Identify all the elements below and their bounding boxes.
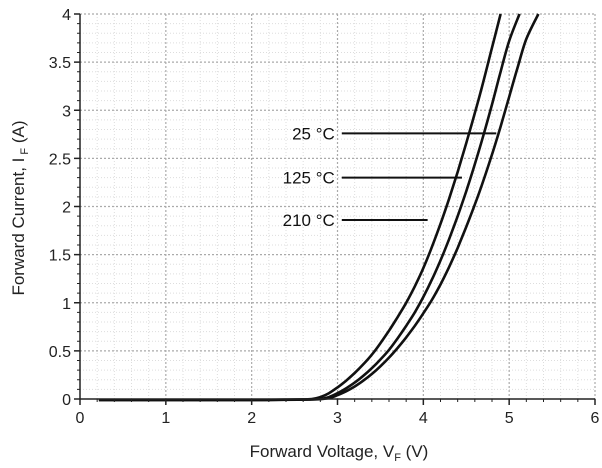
y-tick-label: 4: [62, 7, 71, 24]
annotation-label: 25 °C: [292, 124, 335, 143]
x-tick-label: 1: [161, 410, 170, 427]
annotations: 25 °C 125 °C 210 °C: [283, 124, 497, 230]
y-tick-label: 2.5: [49, 151, 71, 168]
grid: [80, 13, 596, 399]
x-tick-label: 3: [333, 410, 342, 427]
y-tick-label: 1.5: [49, 248, 71, 265]
x-tick-label: 6: [591, 410, 600, 427]
axes: [74, 13, 596, 405]
y-tick-label: 0: [62, 392, 71, 409]
y-tick-label: 2: [62, 200, 71, 217]
annotation-label: 125 °C: [283, 169, 335, 188]
y-tick-label: 0.5: [49, 344, 71, 361]
annotation-label: 210 °C: [283, 211, 335, 230]
series-line-2: [98, 13, 540, 402]
y-axis-title: Forward Current, I F (A): [9, 120, 31, 295]
x-tick-label: 0: [76, 410, 85, 427]
x-tick-label: 2: [247, 410, 256, 427]
x-tick-label: 4: [419, 410, 428, 427]
y-tick-label: 3: [62, 103, 71, 120]
x-tick-label: 5: [505, 410, 514, 427]
y-tick-label: 1: [62, 296, 71, 313]
tick-labels: 0 1 2 3 4 5 6 0 0.5 1 1.5 2 2.5 3 3.5 4: [49, 7, 600, 427]
y-tick-label: 3.5: [49, 55, 71, 72]
x-axis-title: Forward Voltage, VF (V): [250, 442, 429, 464]
